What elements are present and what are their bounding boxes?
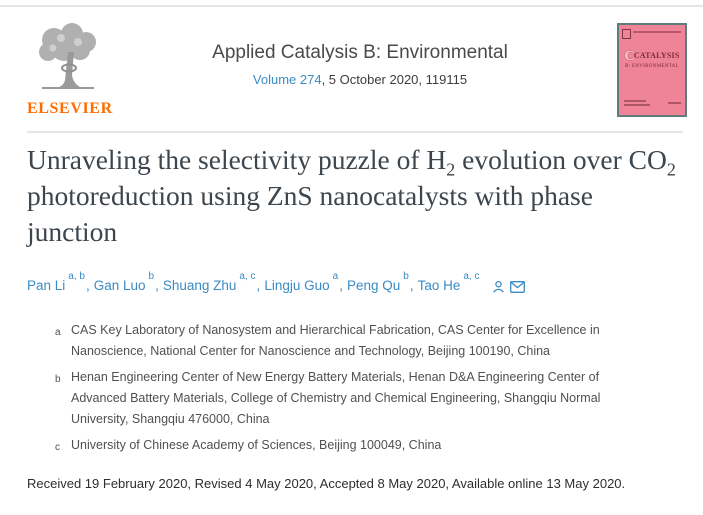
author-link[interactable]: Tao Hea, c [417, 271, 480, 293]
cover-publisher-mark-icon [622, 29, 631, 39]
article-dates: Received 19 February 2020, Revised 4 May… [27, 476, 626, 491]
journal-title-link[interactable]: Applied Catalysis B: Environmental [212, 42, 508, 63]
top-divider [0, 5, 703, 7]
elsevier-logo[interactable]: ELSEVIER [27, 22, 113, 118]
cover-subtitle: B: ENVIRONMENTAL [625, 64, 679, 69]
elsevier-wordmark: ELSEVIER [27, 100, 113, 117]
issue-date-text: , 5 October 2020, 119115 [321, 72, 468, 87]
author-link[interactable]: Peng Qub [346, 271, 409, 293]
author-separator: , [155, 277, 159, 293]
volume-link[interactable]: Volume 274 [252, 72, 322, 87]
author-separator: , [339, 277, 343, 293]
envelope-icon[interactable] [510, 280, 526, 293]
affiliation-list: a CAS Key Laboratory of Nanosystem and Hi… [55, 320, 641, 461]
affiliation-item: a CAS Key Laboratory of Nanosystem and Hi… [55, 320, 641, 362]
author-link[interactable]: Gan Luob [93, 271, 155, 293]
cover-title: CCATALYSIS [624, 49, 680, 64]
cover-fineprint-line [668, 102, 681, 104]
journal-cover-thumbnail[interactable]: CCATALYSIS B: ENVIRONMENTAL [617, 23, 687, 117]
volume-issue-line: Volume 274, 5 October 2020, 119115 [212, 72, 508, 87]
header-divider [27, 131, 683, 133]
affiliation-item: b Henan Engineering Center of New Energy … [55, 367, 641, 430]
cover-fineprint-line [624, 100, 646, 102]
affiliation-letter: a [55, 327, 61, 338]
affiliation-letter: c [55, 442, 60, 453]
author-link[interactable]: Pan Lia, b [27, 271, 85, 293]
author-link[interactable]: Lingju Guoa [264, 271, 339, 293]
article-title: Unraveling the selectivity puzzle of H2 … [27, 144, 676, 247]
cover-masthead-fineprint [633, 31, 681, 33]
affiliation-letter: b [55, 374, 61, 385]
subscript: 2 [666, 159, 676, 180]
affiliation-text: CAS Key Laboratory of Nanosystem and Hie… [71, 323, 600, 358]
person-icon[interactable] [492, 280, 505, 293]
cover-fineprint-line [624, 104, 650, 106]
subscript: 2 [446, 159, 456, 180]
author-separator: , [409, 277, 414, 293]
elsevier-tree-icon [39, 23, 96, 89]
journal-info: Applied Catalysis B: Environmental Volum… [212, 42, 508, 87]
cover-big-letter: C [624, 49, 635, 64]
affiliation-text: Henan Engineering Center of New Energy B… [71, 370, 601, 426]
author-action-icons [487, 279, 526, 294]
author-link[interactable]: Shuang Zhua, c [162, 271, 256, 293]
author-separator: , [85, 277, 90, 293]
author-list: Pan Lia, b, Gan Luob, Shuang Zhua, c, Lingj… [27, 271, 526, 294]
affiliation-item: c University of Chinese Academy of Scienc… [55, 435, 641, 456]
author-separator: , [256, 277, 261, 293]
affiliation-text: University of Chinese Academy of Science… [71, 438, 442, 452]
